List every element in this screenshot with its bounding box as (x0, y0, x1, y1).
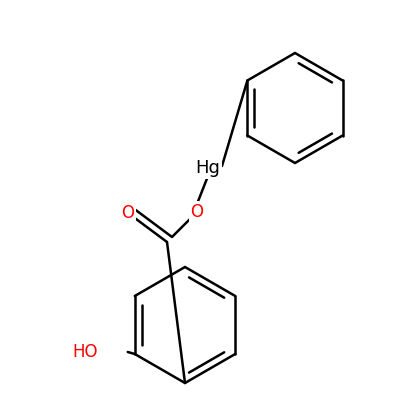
Text: O: O (190, 203, 204, 221)
Text: HO: HO (72, 343, 98, 361)
Text: O: O (122, 204, 134, 222)
Text: Hg: Hg (196, 159, 220, 177)
